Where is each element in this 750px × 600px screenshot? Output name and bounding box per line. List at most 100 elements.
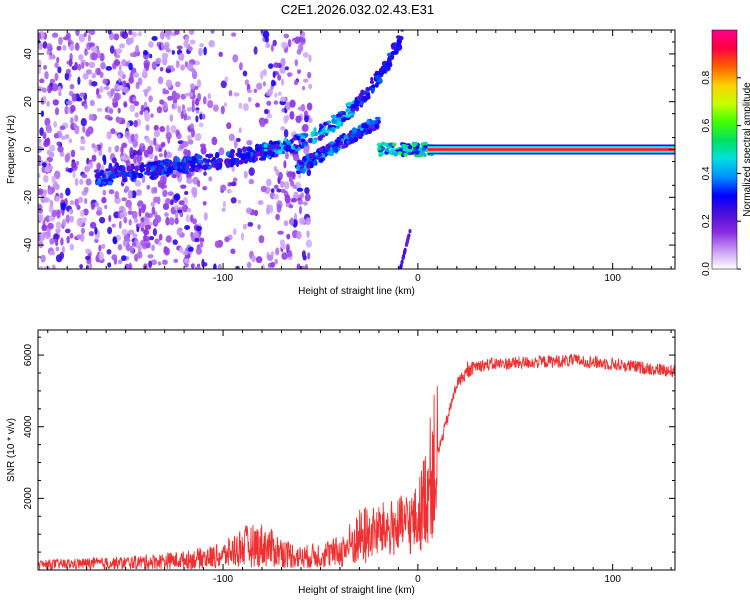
noise-cell [178, 200, 185, 206]
branch-cell [335, 141, 340, 147]
branch-cell [330, 114, 337, 119]
noise-cell [195, 115, 199, 123]
noise-cell [196, 79, 202, 88]
noise-cell [132, 97, 137, 103]
branch-cell [116, 172, 123, 177]
noise-cell [151, 187, 155, 194]
noise-cell [132, 233, 138, 239]
noise-cell [218, 51, 223, 57]
x-tick-label: 100 [604, 574, 621, 585]
noise-cell [199, 241, 204, 248]
noise-cell [160, 175, 167, 183]
noise-cell [203, 96, 207, 105]
noise-cell [194, 266, 202, 269]
noise-cell [220, 184, 227, 192]
y-tick-label: 6000 [23, 344, 34, 367]
noise-cell [128, 30, 133, 36]
noise-cell [67, 107, 71, 113]
noise-cell [165, 30, 173, 36]
branch-cell [402, 147, 408, 152]
noise-cell [52, 99, 59, 106]
noise-cell [132, 72, 140, 78]
noise-cell [88, 113, 95, 121]
branch-cell [153, 172, 158, 176]
noise-cell [96, 88, 100, 96]
noise-cell [129, 71, 134, 80]
noise-cell [187, 139, 194, 145]
branch-cell [403, 250, 407, 255]
noise-cell [174, 92, 181, 100]
noise-cell [151, 206, 156, 215]
noise-cell [266, 178, 272, 187]
snr-series-line [38, 354, 675, 570]
noise-cell [61, 135, 66, 141]
noise-cell [289, 99, 296, 108]
noise-cell [79, 146, 86, 151]
branch-cell [296, 169, 301, 175]
noise-cell [270, 261, 276, 268]
noise-cell [289, 217, 294, 226]
noise-cell [153, 130, 161, 138]
noise-cell [155, 57, 162, 65]
branch-cell [241, 146, 248, 153]
noise-cell [276, 203, 282, 213]
noise-cell [104, 114, 111, 120]
noise-cell [297, 199, 304, 205]
noise-cell [147, 145, 154, 155]
noise-cell [91, 52, 98, 61]
noise-cell [129, 245, 134, 254]
colorbar-ramp [711, 29, 738, 270]
noise-cell [38, 173, 41, 178]
noise-cell [296, 187, 304, 192]
noise-cell [280, 126, 286, 131]
noise-cell [302, 86, 306, 91]
noise-cell [134, 112, 139, 118]
branch-cell [130, 163, 135, 169]
branch-cell [107, 180, 113, 186]
noise-cell [257, 224, 261, 230]
branch-cell [101, 173, 106, 179]
noise-cell [107, 226, 113, 235]
branch-cell [158, 167, 162, 173]
noise-cell [296, 231, 302, 240]
noise-cell [87, 34, 91, 42]
noise-cell [98, 244, 102, 252]
noise-cell [119, 43, 125, 49]
noise-cell [266, 100, 272, 106]
noise-cell [154, 214, 162, 224]
noise-cell [162, 189, 168, 198]
noise-cell [148, 41, 154, 48]
branch-cell [399, 264, 403, 269]
branch-cell [322, 121, 328, 126]
noise-cell [176, 227, 183, 236]
branch-cell [387, 56, 391, 62]
noise-cell [280, 57, 286, 67]
noise-cell [96, 94, 102, 99]
noise-cell [84, 198, 88, 204]
noise-cell [240, 232, 245, 241]
noise-cell [160, 30, 165, 40]
noise-cell [243, 170, 248, 179]
noise-cell [284, 151, 289, 160]
noise-cell [297, 172, 302, 179]
noise-cell [121, 119, 126, 124]
branch-cell [110, 167, 115, 173]
noise-cell [157, 196, 161, 205]
noise-cell [73, 123, 77, 129]
noise-cell [41, 224, 48, 232]
noise-cell [184, 191, 189, 195]
noise-cell [117, 85, 124, 91]
noise-cell [255, 256, 263, 264]
noise-cell [230, 197, 237, 204]
branch-cell [277, 149, 283, 155]
branch-cell [383, 64, 390, 68]
branch-cell [234, 159, 239, 163]
noise-cell [280, 96, 287, 102]
noise-cell [38, 138, 42, 143]
noise-cell [222, 200, 227, 208]
noise-cell [75, 161, 80, 166]
noise-cell [161, 52, 169, 59]
noise-cell [256, 82, 263, 91]
branch-cell [400, 144, 406, 148]
branch-cell [407, 145, 413, 150]
